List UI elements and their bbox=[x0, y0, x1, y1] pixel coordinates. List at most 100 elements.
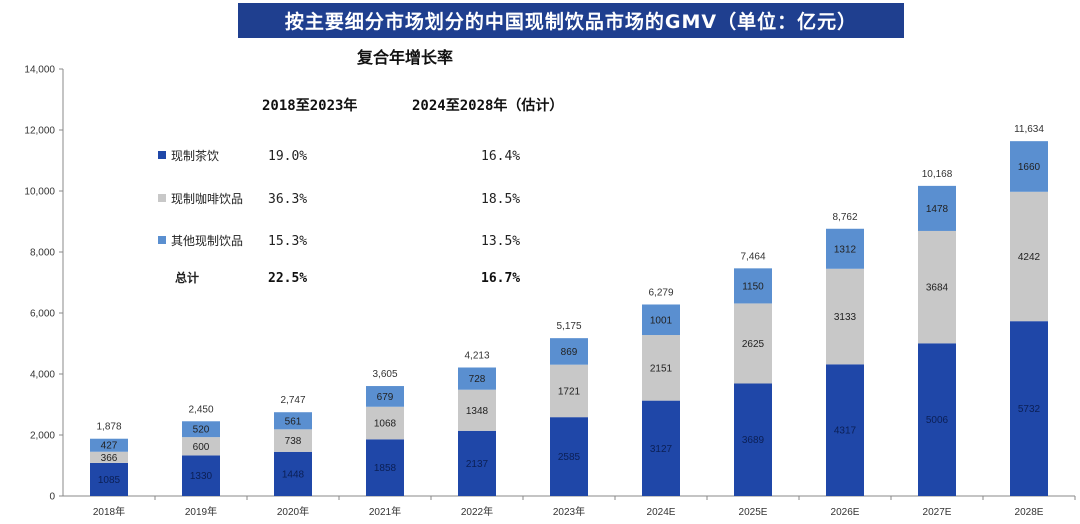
x-tick-label: 2018年 bbox=[93, 505, 125, 518]
y-tick-label: 12,000 bbox=[24, 126, 55, 137]
bar-value-label: 1858 bbox=[374, 463, 397, 474]
y-tick-label: 14,000 bbox=[24, 65, 55, 76]
x-tick-label: 2022年 bbox=[461, 505, 493, 518]
bar-segment bbox=[826, 364, 864, 496]
bar-value-label: 1085 bbox=[98, 475, 121, 486]
bar-value-label: 3133 bbox=[834, 312, 857, 323]
bar-segment bbox=[734, 383, 772, 496]
bar-value-label: 679 bbox=[377, 392, 394, 403]
bar-value-label: 1068 bbox=[374, 419, 397, 430]
bar-segment bbox=[918, 230, 956, 344]
x-tick-label: 2027E bbox=[923, 507, 952, 518]
axes: 0 2,000 4,000 6,000 8,000 10,000 12,000 14,000 2… bbox=[24, 65, 1076, 518]
x-tick-label: 2019年 bbox=[185, 505, 217, 518]
bar-value-label: 2137 bbox=[466, 459, 489, 470]
bar-total-label: 2,747 bbox=[280, 395, 305, 406]
bar-value-label: 738 bbox=[285, 436, 302, 447]
bar-segment bbox=[274, 451, 312, 496]
bar-segment bbox=[642, 304, 680, 336]
bar-segment bbox=[734, 268, 772, 304]
bar-total-label: 7,464 bbox=[740, 251, 765, 262]
bar-total-label: 11,634 bbox=[1014, 124, 1044, 135]
bar-value-label: 2585 bbox=[558, 452, 581, 463]
bar-value-label: 1150 bbox=[742, 281, 764, 292]
legend-label: 其他现制饮品 bbox=[171, 234, 243, 248]
x-tick-label: 2026E bbox=[831, 507, 860, 518]
bar-value-label: 600 bbox=[193, 442, 210, 453]
legend-label: 现制咖啡饮品 bbox=[171, 191, 243, 206]
bar-value-label: 5006 bbox=[926, 415, 949, 426]
cagr-value: 22.5% bbox=[268, 271, 307, 286]
bar-segment bbox=[458, 430, 496, 496]
cagr-col-header: 2018至2023年 bbox=[262, 97, 357, 114]
bar-total-label: 1,878 bbox=[96, 422, 121, 433]
bar-total-label: 2,450 bbox=[188, 404, 213, 415]
bar-value-label: 1660 bbox=[1018, 162, 1041, 173]
x-tick-label: 2020年 bbox=[277, 505, 309, 518]
cagr-value: 13.5% bbox=[481, 234, 520, 249]
bar-segment bbox=[826, 268, 864, 365]
bar-value-label: 3689 bbox=[742, 435, 765, 446]
bar-value-label: 5732 bbox=[1018, 404, 1041, 415]
bar-value-label: 3127 bbox=[650, 444, 673, 455]
bar-segment bbox=[182, 421, 220, 438]
x-tick-label: 2023年 bbox=[553, 505, 585, 518]
bar-segment bbox=[918, 185, 956, 231]
y-tick-label: 0 bbox=[49, 492, 55, 503]
bar-value-label: 366 bbox=[101, 453, 118, 464]
bar-total-label: 5,175 bbox=[556, 321, 581, 332]
bar-segment bbox=[826, 228, 864, 269]
bar-segment bbox=[550, 338, 588, 365]
bar-value-label: 728 bbox=[469, 374, 486, 385]
bar-segment bbox=[90, 438, 128, 452]
cagr-table: 2018至2023年 2024至2028年（估计） 现制茶饮 19.0% 16.4% 现制… bbox=[158, 97, 563, 286]
bar-total-label: 10,168 bbox=[922, 169, 953, 180]
x-tick-label: 2028E bbox=[1015, 507, 1044, 518]
bar-segment bbox=[366, 439, 404, 496]
y-tick-label: 4,000 bbox=[30, 370, 55, 381]
bar-segment bbox=[366, 386, 404, 407]
bar-value-label: 1478 bbox=[926, 204, 949, 215]
bar-value-label: 561 bbox=[285, 416, 302, 427]
cagr-col-header: 2024至2028年（估计） bbox=[412, 97, 563, 114]
bar-value-label: 1001 bbox=[650, 315, 673, 326]
bar-segment bbox=[274, 412, 312, 430]
cagr-value: 15.3% bbox=[268, 234, 307, 249]
bar-segment bbox=[642, 335, 680, 401]
bar-segment bbox=[182, 455, 220, 496]
bar-segment bbox=[90, 451, 128, 463]
bar-segment bbox=[1010, 141, 1048, 192]
bar-segment bbox=[918, 343, 956, 496]
chart-title: 按主要细分市场划分的中国现制饮品市场的GMV（单位：亿元） bbox=[238, 3, 904, 38]
cagr-value: 19.0% bbox=[268, 149, 307, 164]
legend-swatch bbox=[158, 194, 166, 202]
bar-segment bbox=[182, 437, 220, 456]
y-tick-label: 6,000 bbox=[30, 309, 55, 320]
legend-swatch bbox=[158, 151, 166, 159]
y-tick-label: 2,000 bbox=[30, 431, 55, 442]
bar-segment bbox=[1010, 321, 1048, 496]
bar-segment bbox=[366, 406, 404, 440]
x-tick-label: 2024E bbox=[647, 507, 676, 518]
bar-value-label: 2625 bbox=[742, 339, 765, 350]
bar-value-label: 2151 bbox=[650, 363, 673, 374]
cagr-title: 复合年增长率 bbox=[356, 48, 453, 67]
bar-value-label: 520 bbox=[193, 425, 210, 436]
bar-segment bbox=[1010, 191, 1048, 322]
legend-swatch bbox=[158, 236, 166, 244]
bar-value-label: 4317 bbox=[834, 426, 857, 437]
bar-value-label: 4242 bbox=[1018, 252, 1041, 263]
cagr-value: 16.7% bbox=[481, 271, 520, 286]
bar-total-label: 3,605 bbox=[372, 369, 397, 380]
bar-value-label: 869 bbox=[561, 347, 578, 358]
bar-value-label: 3684 bbox=[926, 283, 949, 294]
bar-value-label: 1330 bbox=[190, 471, 213, 482]
legend-label: 现制茶饮 bbox=[171, 148, 219, 163]
bar-total-label: 6,279 bbox=[648, 287, 673, 298]
bar-segment bbox=[550, 417, 588, 496]
bar-segment bbox=[90, 462, 128, 496]
bar-segment bbox=[458, 367, 496, 390]
bar-value-label: 1348 bbox=[466, 406, 489, 417]
